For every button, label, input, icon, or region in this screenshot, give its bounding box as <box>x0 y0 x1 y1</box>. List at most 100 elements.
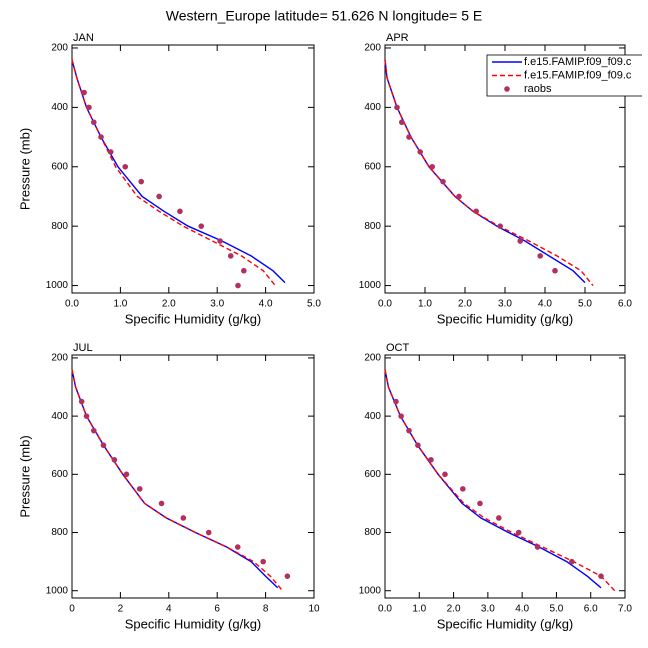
raob-point <box>156 193 162 200</box>
x-tick-label: 1.0 <box>113 299 127 310</box>
x-tick-label: 7.0 <box>618 604 632 615</box>
x-axis-label: Specific Humidity (g/kg) <box>125 616 262 631</box>
raob-point <box>515 529 522 536</box>
x-tick-label: 2.0 <box>162 299 176 310</box>
x-axis-label: Specific Humidity (g/kg) <box>437 311 574 326</box>
raob-point <box>107 149 114 155</box>
x-tick-label: 3.0 <box>498 299 512 310</box>
raob-point <box>473 208 480 215</box>
x-tick-label: 3.0 <box>210 299 224 310</box>
raob-point <box>158 500 165 507</box>
y-tick-label: 200 <box>51 43 68 54</box>
raob-point <box>428 456 434 463</box>
x-axis-label: Specific Humidity (g/kg) <box>437 616 574 631</box>
x-tick-label: 4.0 <box>259 299 273 310</box>
raob-point <box>477 500 483 507</box>
model-line <box>71 59 286 284</box>
panel-title: JAN <box>73 32 94 44</box>
raob-point <box>138 178 145 185</box>
y-tick-label: 800 <box>364 527 381 538</box>
x-tick-label: 3.0 <box>481 604 495 615</box>
raob-point <box>399 119 405 126</box>
model-line <box>71 369 279 589</box>
raob-point <box>406 427 412 434</box>
raob-point <box>78 398 85 405</box>
x-tick-label: 8 <box>263 604 269 615</box>
x-tick-label: 5.0 <box>307 299 321 310</box>
raob-point <box>235 282 241 289</box>
x-axis-label: Specific Humidity (g/kg) <box>125 311 262 326</box>
x-tick-label: 0 <box>69 604 75 615</box>
raob-point <box>98 134 104 140</box>
raob-point <box>100 442 107 449</box>
raob-point <box>83 413 90 419</box>
y-tick-label: 600 <box>51 469 68 480</box>
x-tick-label: 0.0 <box>378 604 392 615</box>
model-line <box>71 369 284 592</box>
raob-point <box>552 267 558 274</box>
x-tick-label: 0.0 <box>378 299 392 310</box>
legend-label: raobs <box>524 83 552 95</box>
x-tick-label: 5.0 <box>578 299 592 310</box>
x-tick-label: 1.0 <box>412 604 426 615</box>
raob-point <box>415 442 421 449</box>
y-tick-label: 200 <box>364 353 381 364</box>
raob-point <box>260 558 266 565</box>
raob-point <box>180 515 187 521</box>
raob-point <box>417 149 424 155</box>
raob-point <box>406 134 412 140</box>
y-tick-label: 200 <box>51 353 68 364</box>
raob-point <box>284 573 291 579</box>
y-tick-label: 800 <box>51 221 68 232</box>
raob-point <box>534 544 541 550</box>
model-line <box>384 369 602 589</box>
y-tick-label: 1000 <box>359 585 382 596</box>
y-tick-label: 1000 <box>46 585 69 596</box>
raob-point <box>429 163 436 170</box>
raob-point <box>198 223 205 229</box>
y-tick-label: 400 <box>364 411 381 422</box>
x-tick-label: 2.0 <box>447 604 461 615</box>
raob-point <box>217 238 223 244</box>
plot-frame <box>384 354 626 599</box>
legend-marker <box>504 86 510 92</box>
raob-point <box>136 486 143 492</box>
x-tick-label: 4.0 <box>515 604 529 615</box>
plot-frame <box>71 354 315 599</box>
model-line <box>384 59 594 287</box>
model-line <box>71 59 276 287</box>
y-tick-label: 200 <box>364 43 381 54</box>
y-tick-label: 600 <box>364 469 381 480</box>
x-tick-label: 4.0 <box>538 299 552 310</box>
raob-point <box>537 253 543 259</box>
plot-frame <box>71 44 315 294</box>
raob-point <box>90 427 97 434</box>
model-line <box>384 369 616 592</box>
y-tick-label: 1000 <box>359 280 382 291</box>
y-tick-label: 400 <box>51 102 68 113</box>
raob-point <box>81 89 87 96</box>
figure-title: Western_Europe latitude= 51.626 N longit… <box>166 8 483 24</box>
raob-point <box>496 515 502 521</box>
raob-point <box>205 529 212 536</box>
raob-point <box>598 573 604 579</box>
x-tick-label: 6.0 <box>584 604 598 615</box>
legend-label: f.e15.FAMIP.f09_f09.c <box>524 69 632 81</box>
y-tick-label: 800 <box>51 527 68 538</box>
raob-point <box>177 208 183 215</box>
raob-point <box>227 253 234 259</box>
raob-point <box>398 413 404 419</box>
x-tick-label: 2 <box>118 604 124 615</box>
raob-point <box>517 238 523 244</box>
raob-point <box>393 398 399 405</box>
raob-point <box>86 104 92 111</box>
panel-title: JUL <box>73 342 93 354</box>
raob-point <box>394 104 400 111</box>
x-tick-label: 0.0 <box>65 299 79 310</box>
y-tick-label: 400 <box>364 102 381 113</box>
x-tick-label: 5.0 <box>549 604 563 615</box>
panel-title: OCT <box>386 342 410 354</box>
x-tick-label: 6 <box>214 604 220 615</box>
raob-point <box>90 119 97 126</box>
